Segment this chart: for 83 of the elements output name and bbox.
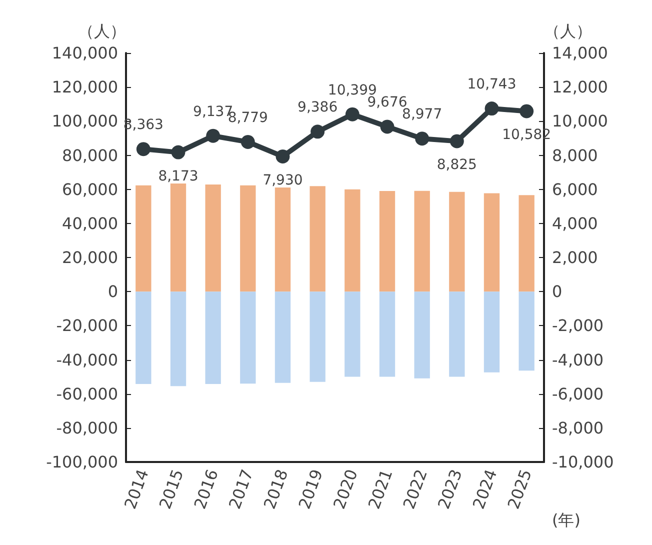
x-tick-label: 2017 <box>225 466 257 512</box>
y-tick-label: 140,000 <box>52 44 118 62</box>
y2-tick-label: -4,000 <box>552 350 604 370</box>
data-label: 8,825 <box>436 157 477 174</box>
bar <box>240 292 256 384</box>
point <box>136 142 150 156</box>
bar <box>518 292 534 371</box>
point <box>310 124 325 139</box>
bar <box>414 190 430 292</box>
y-axis-title: （人） <box>78 22 126 40</box>
y-tick-label: 0 <box>108 282 118 302</box>
x-tick-label: 2023 <box>434 466 466 512</box>
bar <box>310 292 326 382</box>
point <box>171 145 186 160</box>
y-tick-label: 120,000 <box>52 78 118 97</box>
bar <box>379 191 396 292</box>
bar <box>205 184 221 292</box>
bar <box>274 187 291 292</box>
x-tick-label: 2015 <box>155 466 188 512</box>
bar <box>414 292 430 378</box>
y2-tick-label: 10,000 <box>552 112 608 131</box>
x-tick-label: 2020 <box>330 466 362 512</box>
bar <box>205 292 221 384</box>
y2-tick-label: -6,000 <box>552 384 604 404</box>
y2-tick-label: 14,000 <box>552 44 608 62</box>
x-tick-label: 2022 <box>399 466 432 512</box>
x-tick-label: 2018 <box>260 466 292 512</box>
bar <box>136 292 152 384</box>
bar <box>379 292 396 377</box>
y2-tick-label: 6,000 <box>552 180 598 199</box>
data-label: 7,930 <box>262 172 303 188</box>
bar <box>274 292 291 383</box>
y2-axis-title: （人） <box>544 22 592 40</box>
point <box>240 134 255 149</box>
point <box>276 149 290 164</box>
y2-tick-label: -8,000 <box>552 418 604 438</box>
y-tick-label: -80,000 <box>56 418 118 438</box>
data-label: 8,977 <box>402 106 442 123</box>
x-tick-label: 2021 <box>364 466 396 512</box>
bar <box>449 292 465 377</box>
y2-tick-label: -2,000 <box>552 316 604 336</box>
y2-tick-label: 2,000 <box>552 248 598 267</box>
point <box>484 102 499 116</box>
x-tick-label: 2019 <box>294 466 327 512</box>
bar <box>310 186 326 292</box>
y-tick-label: 100,000 <box>52 112 118 131</box>
x-axis-title: (年) <box>552 510 580 530</box>
data-label: 9,386 <box>298 100 338 116</box>
data-label: 8,173 <box>158 168 198 184</box>
x-tick-label: 2014 <box>120 466 152 512</box>
bar <box>484 292 500 372</box>
y2-tick-label: 4,000 <box>552 214 598 233</box>
bar <box>136 185 152 292</box>
y-tick-label: -40,000 <box>56 350 118 370</box>
data-label: 10,743 <box>467 76 516 93</box>
bar <box>484 193 500 292</box>
x-tick-label: 2024 <box>468 466 501 512</box>
y-tick-label: -60,000 <box>56 384 118 404</box>
y-tick-label: 80,000 <box>62 146 118 165</box>
point <box>450 134 464 148</box>
y2-tick-label: 0 <box>552 282 562 302</box>
point <box>520 104 534 118</box>
point <box>380 120 394 134</box>
bar <box>170 292 186 386</box>
bar <box>449 192 465 292</box>
x-tick-label: 2025 <box>504 466 536 512</box>
bar <box>344 189 360 292</box>
y-tick-label: 40,000 <box>62 214 118 233</box>
point <box>345 107 360 122</box>
y2-tick-label: 8,000 <box>552 146 598 165</box>
point <box>415 132 430 146</box>
y-tick-label: -100,000 <box>46 452 118 472</box>
point <box>206 128 220 143</box>
y-tick-label: -20,000 <box>56 316 118 336</box>
y2-tick-label: 12,000 <box>552 78 608 97</box>
bar <box>344 292 360 377</box>
bar <box>170 184 186 292</box>
bar <box>240 185 256 292</box>
x-tick-label: 2016 <box>190 466 222 512</box>
y2-tick-label: -10,000 <box>552 452 614 472</box>
y-tick-label: 60,000 <box>62 180 118 199</box>
bar <box>518 195 534 292</box>
y-tick-label: 20,000 <box>62 248 118 267</box>
